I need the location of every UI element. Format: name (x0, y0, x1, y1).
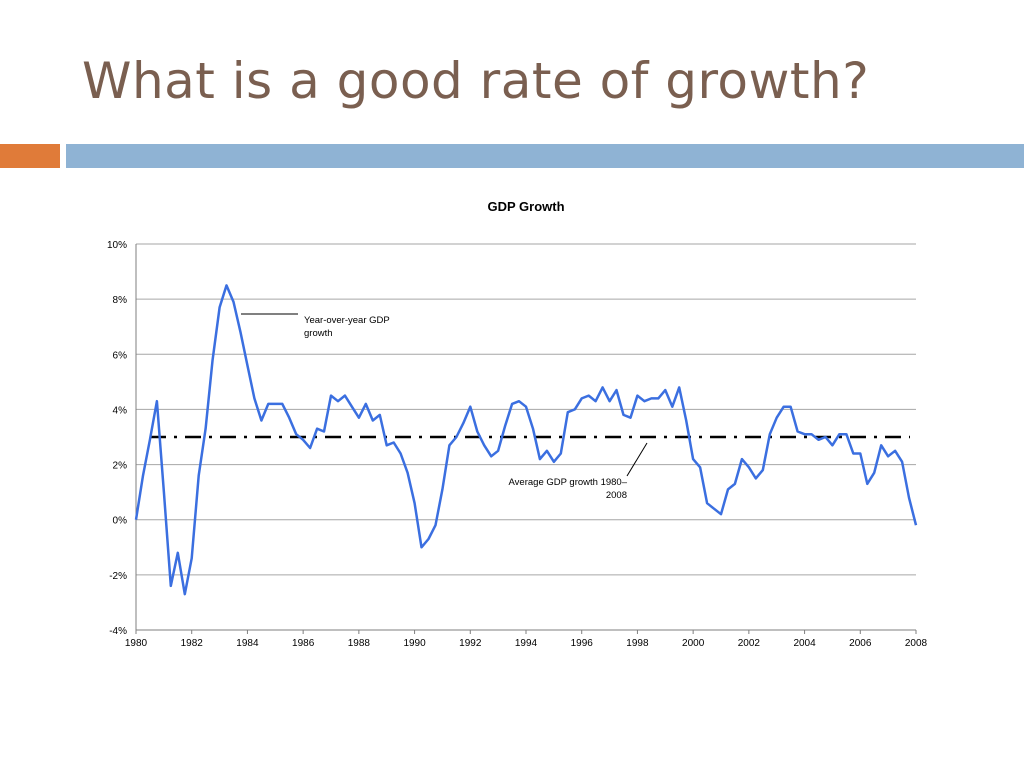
x-tick-label: 1986 (292, 638, 315, 649)
annotation-leader-average (626, 442, 648, 477)
gdp-growth-series-line (134, 284, 918, 596)
x-tick-label: 1994 (515, 638, 538, 649)
y-tick-label: -4% (109, 626, 127, 637)
y-tick-label: 6% (113, 350, 128, 361)
accent-bar-orange (0, 144, 60, 168)
y-tick-label: -2% (109, 571, 127, 582)
x-tick-label: 1982 (181, 638, 204, 649)
annotation-yoy-line1: Year-over-year GDP (304, 315, 390, 326)
y-tick-label: 0% (113, 516, 128, 527)
y-tick-label: 2% (113, 461, 128, 472)
x-tick-label: 2002 (738, 638, 761, 649)
x-tick-label: 2004 (793, 638, 816, 649)
y-tick-label: 4% (113, 405, 128, 416)
x-tick-label: 1980 (125, 638, 148, 649)
annotation-average-line1: Average GDP growth 1980– (509, 477, 628, 488)
x-tick-label: 1990 (403, 638, 426, 649)
x-tick-label: 2000 (682, 638, 705, 649)
x-tick-label: 1996 (571, 638, 594, 649)
x-tick-label: 1992 (459, 638, 482, 649)
annotation-average-line2: 2008 (606, 490, 627, 501)
x-tick-label: 1984 (236, 638, 259, 649)
y-tick-label: 10% (107, 240, 127, 251)
x-tick-label: 1988 (348, 638, 371, 649)
y-tick-label: 8% (113, 295, 128, 306)
x-tick-label: 2008 (905, 638, 928, 649)
slide-title: What is a good rate of growth? (82, 52, 870, 110)
chart-title: GDP Growth (487, 199, 564, 214)
x-tick-label: 2006 (849, 638, 872, 649)
x-tick-label: 1998 (626, 638, 649, 649)
accent-bar-blue (66, 144, 1024, 168)
annotation-yoy-line2: growth (304, 328, 333, 339)
